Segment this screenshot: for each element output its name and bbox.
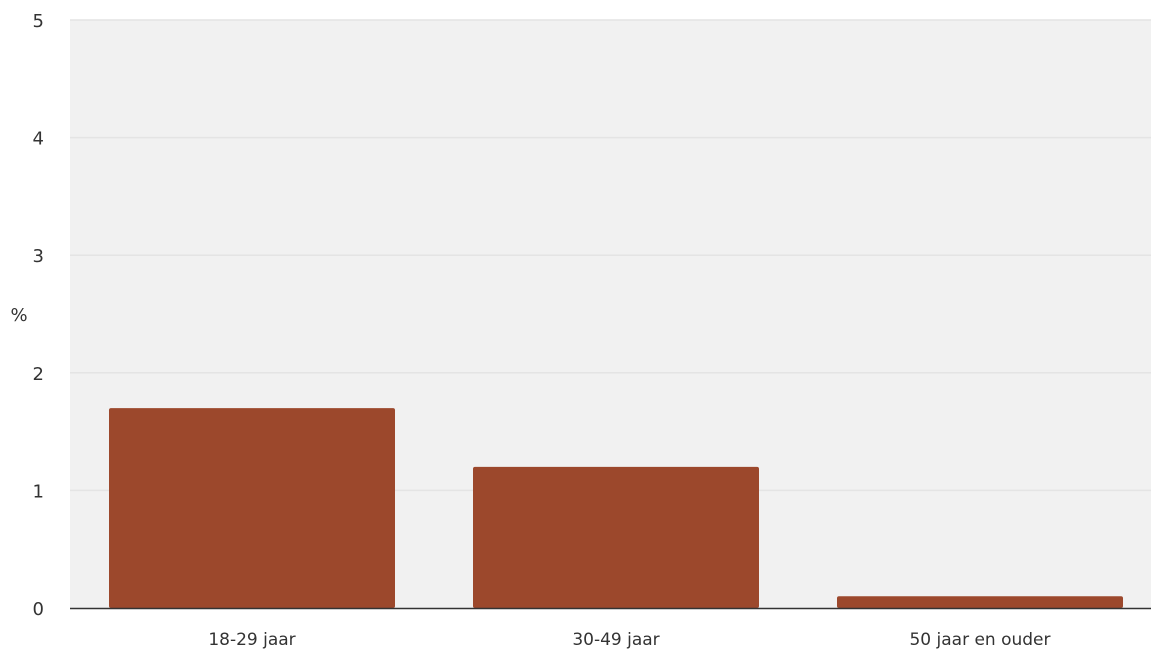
y-tick-label-0: 0 <box>33 599 44 620</box>
bar-3 <box>837 596 1123 608</box>
y-tick-label-5: 5 <box>33 11 44 32</box>
y-tick-label-4: 4 <box>33 129 44 150</box>
y-axis-label: % <box>10 305 27 326</box>
y-axis-ticks: 0 1 2 3 4 5 <box>33 11 44 620</box>
y-tick-label-1: 1 <box>33 481 44 502</box>
x-tick-label-3: 50 jaar en ouder <box>909 630 1050 650</box>
bars <box>109 408 1123 608</box>
bar-2 <box>473 466 759 608</box>
x-tick-label-1: 18-29 jaar <box>208 630 295 650</box>
y-tick-label-2: 2 <box>33 364 44 385</box>
x-axis-categories: 18-29 jaar 30-49 jaar 50 jaar en ouder <box>208 630 1050 650</box>
y-tick-label-3: 3 <box>33 246 44 267</box>
bar-1 <box>109 408 395 608</box>
x-tick-label-2: 30-49 jaar <box>572 630 659 650</box>
